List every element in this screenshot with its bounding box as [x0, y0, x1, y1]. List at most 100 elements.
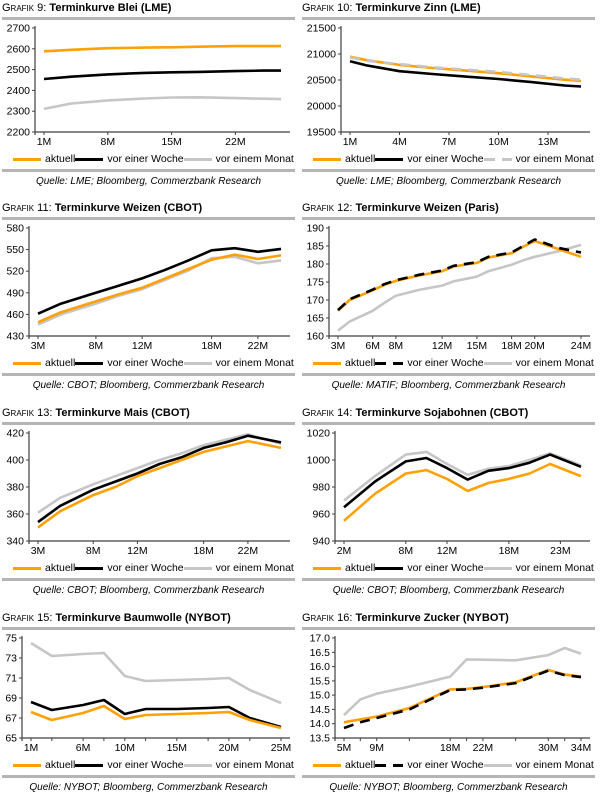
- y-tick-label: 1020: [307, 428, 331, 440]
- legend-item-aktuell: aktuell: [13, 562, 75, 574]
- source-divider: [302, 775, 595, 778]
- y-tick-label: 19500: [307, 127, 336, 139]
- chart-name: Terminkurve Blei (LME): [49, 2, 172, 14]
- y-tick-label: 21000: [307, 49, 336, 61]
- series-aktuell: [37, 439, 282, 529]
- chart-grafik-label: Grafik 9:: [2, 2, 47, 14]
- title-divider: [302, 217, 595, 220]
- y-tick-label: 14.0: [310, 718, 331, 730]
- x-tick-label: 1M: [37, 136, 52, 148]
- x-tick-label: 10M: [488, 136, 508, 148]
- y-tick-label: 21500: [307, 23, 336, 35]
- x-tick-label: 2M: [337, 545, 352, 557]
- legend-item-monat: vor einem Monat: [183, 357, 294, 369]
- x-tick-label: 23M: [550, 545, 570, 557]
- legend-marker-aktuell: [313, 763, 341, 767]
- series-aktuell: [343, 668, 582, 724]
- legend-marker-monat: [183, 361, 212, 365]
- legend-label-aktuell: aktuell: [45, 562, 76, 574]
- x-tick-label: 22M: [238, 545, 258, 557]
- legend-label-woche: vor einer Woche: [407, 357, 484, 369]
- line-chart: 13.5 14.0 14.5 15.0 15.5 16.0 16.5 17.0 5M 9M 18M 2…: [310, 633, 592, 755]
- chart-legend: aktuell vor einer Woche vor einem Monat: [302, 757, 595, 773]
- x-tick-label: 34M: [571, 742, 591, 754]
- y-tick-label: 1000: [307, 455, 331, 467]
- line-chart: 340 360 380 400 420 3M 8M 12M 18M 22M: [6, 428, 290, 557]
- legend-marker-woche: [75, 361, 104, 365]
- legend-item-aktuell: aktuell: [313, 562, 375, 574]
- chart-title: Grafik 9: Terminkurve Blei (LME): [2, 2, 295, 15]
- y-tick-label: 420: [6, 428, 24, 440]
- source-text: Quelle: LME; Bloomberg, Commerzbank Rese…: [35, 176, 262, 187]
- y-tick-label: 17.0: [310, 633, 331, 645]
- x-tick-label: 20M: [219, 742, 239, 754]
- title-divider: [2, 217, 295, 220]
- title-divider: [2, 627, 295, 630]
- series-woche: [43, 69, 281, 81]
- series-woche: [30, 698, 282, 729]
- series-aktuell: [37, 253, 282, 324]
- legend-marker-aktuell: [13, 566, 41, 570]
- chart-name: Terminkurve Zinn (LME): [355, 2, 481, 14]
- source-text: Quelle: NYBOT; Bloomberg, Commerzbank Re…: [329, 782, 568, 793]
- chart-title: Grafik 10: Terminkurve Zinn (LME): [302, 2, 595, 15]
- chart-panel: Grafik 15: Terminkurve Baumwolle (NYBOT)…: [0, 610, 300, 806]
- x-tick-label: 5M: [337, 742, 352, 754]
- chart-legend: aktuell vor einer Woche vor einem Monat: [2, 355, 295, 371]
- x-tick-label: 20M: [524, 340, 544, 352]
- series-woche: [37, 246, 282, 315]
- y-tick-label: 20000: [307, 101, 336, 113]
- legend-label-monat: vor einem Monat: [215, 562, 294, 574]
- y-tick-label: 960: [312, 509, 330, 521]
- line-chart: 430 460 490 520 550 580 3M 8M 12M 18M 22M: [6, 223, 290, 352]
- x-tick-label: 18M: [501, 340, 521, 352]
- legend-label-monat: vor einem Monat: [515, 759, 594, 771]
- y-tick-label: 2700: [7, 23, 31, 35]
- legend-label-monat: vor einem Monat: [215, 357, 294, 369]
- series-woche: [349, 60, 582, 88]
- series-aktuell: [43, 44, 281, 53]
- source-text: Quelle: LME; Bloomberg, Commerzbank Rese…: [335, 176, 562, 187]
- legend-item-woche: vor einer Woche: [75, 759, 184, 771]
- legend-item-monat: vor einem Monat: [183, 759, 294, 771]
- x-tick-label: 8M: [101, 136, 116, 148]
- legend-label-woche: vor einer Woche: [407, 562, 484, 574]
- y-tick-label: 14.5: [310, 704, 331, 716]
- legend-marker-monat: [183, 157, 212, 161]
- source-divider: [2, 169, 295, 172]
- title-divider: [2, 422, 295, 425]
- x-tick-label: 25M: [271, 742, 291, 754]
- x-tick-label: 24M: [571, 340, 591, 352]
- y-tick-label: 185: [306, 241, 324, 253]
- x-tick-label: 12M: [432, 340, 452, 352]
- series-monat: [349, 56, 582, 81]
- source-divider: [2, 775, 295, 778]
- x-tick-label: 8M: [86, 545, 101, 557]
- chart-grafik-label: Grafik 12:: [302, 202, 353, 214]
- y-tick-label: 430: [6, 331, 24, 343]
- legend-item-woche: vor einer Woche: [375, 357, 484, 369]
- series-woche: [337, 238, 582, 312]
- legend-item-aktuell: aktuell: [13, 759, 75, 771]
- chart-legend: aktuell vor einer Woche vor einem Monat: [2, 757, 295, 773]
- x-tick-label: 10M: [115, 742, 135, 754]
- legend-label-monat: vor einem Monat: [215, 759, 294, 771]
- chart-title: Grafik 12: Terminkurve Weizen (Paris): [302, 202, 595, 215]
- y-tick-label: 190: [306, 223, 324, 235]
- line-chart: 19500 20000 20500 21000 21500 1M 4M 7M 10M 13M: [307, 23, 590, 148]
- y-tick-label: 170: [306, 295, 324, 307]
- x-tick-label: 18M: [440, 742, 460, 754]
- series-woche: [343, 669, 582, 730]
- series-aktuell: [337, 239, 582, 312]
- chart-grafik-label: Grafik 11:: [2, 202, 52, 214]
- title-divider: [302, 422, 595, 425]
- x-tick-label: 3M: [31, 545, 46, 557]
- y-tick-label: 340: [6, 536, 24, 548]
- legend-marker-woche: [375, 763, 404, 767]
- source-text: Quelle: NYBOT; Bloomberg, Commerzbank Re…: [29, 782, 268, 793]
- chart-name: Terminkurve Sojabohnen (CBOT): [355, 407, 529, 419]
- chart-panel: Grafik 10: Terminkurve Zinn (LME) 19500 2…: [300, 0, 600, 200]
- x-tick-label: 30M: [538, 742, 558, 754]
- x-tick-label: 3M: [31, 340, 46, 352]
- chart-panel: Grafik 11: Terminkurve Weizen (CBOT) 430…: [0, 200, 300, 405]
